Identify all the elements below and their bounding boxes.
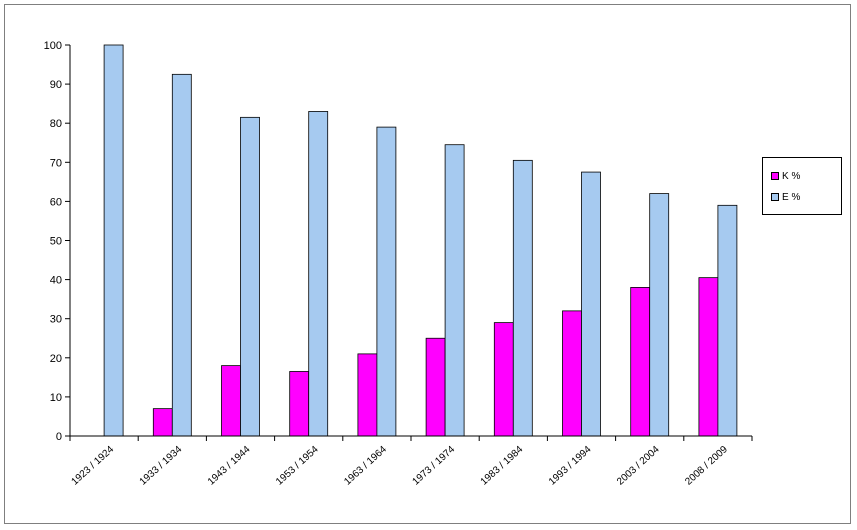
x-category-label: 1983 / 1984 — [479, 444, 526, 488]
chart-frame: 0 10 20 30 40 50 60 70 80 90 100 1923 / 1924 1933 /… — [4, 4, 851, 524]
bar-e — [717, 204, 738, 437]
bar-k — [289, 371, 310, 437]
axes — [69, 45, 753, 441]
x-category-label: 2003 / 2004 — [615, 444, 662, 488]
y-tick-label: 20 — [50, 353, 62, 365]
legend-item-e: E % — [771, 190, 800, 204]
bar-chart: 0 10 20 30 40 50 60 70 80 90 100 1923 / 1924 1933 /… — [44, 40, 753, 488]
bar-k — [357, 353, 378, 437]
bar-e — [308, 111, 329, 437]
x-category-label: 1973 / 1974 — [410, 444, 457, 488]
x-category-label: 1953 / 1954 — [274, 444, 321, 488]
bar-k — [425, 337, 446, 437]
bar-e — [581, 171, 601, 437]
legend-swatch-k — [771, 172, 779, 180]
legend: K % E % — [762, 157, 842, 215]
y-axis-ticks: 0 10 20 30 40 50 60 70 80 90 100 — [44, 40, 70, 443]
y-tick-label: 30 — [50, 314, 62, 326]
x-axis-labels: 1923 / 1924 1933 / 1934 1943 / 1944 1953 / … — [69, 444, 730, 488]
bar-k — [562, 310, 582, 437]
bar-k — [630, 287, 651, 437]
bar-e — [649, 193, 670, 437]
y-tick-label: 100 — [44, 40, 62, 52]
x-category-label: 1963 / 1964 — [342, 444, 389, 488]
x-category-label: 1933 / 1934 — [138, 444, 185, 488]
bar-e — [512, 159, 533, 437]
y-tick-label: 40 — [50, 275, 62, 287]
bar-e — [240, 116, 260, 437]
y-tick-label: 90 — [50, 79, 62, 91]
bar-k — [698, 277, 719, 437]
bar-k — [221, 365, 241, 437]
legend-item-k: K % — [771, 169, 800, 183]
x-category-label: 1943 / 1944 — [206, 444, 253, 488]
y-tick-label: 50 — [50, 236, 62, 248]
y-tick-label: 70 — [50, 157, 62, 169]
x-category-label: 2008 / 2009 — [683, 444, 730, 488]
x-category-label: 1923 / 1924 — [69, 444, 116, 488]
bar-k — [152, 408, 173, 437]
y-tick-label: 80 — [50, 118, 62, 130]
bar-e — [444, 144, 465, 437]
x-category-label: 1993 / 1994 — [547, 444, 594, 488]
bar-k — [493, 322, 514, 437]
legend-swatch-e — [771, 193, 779, 201]
bars — [103, 44, 738, 437]
y-tick-label: 60 — [50, 196, 62, 208]
legend-label-e: E % — [782, 191, 801, 203]
bar-e — [103, 44, 124, 437]
y-tick-label: 10 — [50, 392, 62, 404]
bar-e — [376, 126, 397, 437]
bar-e — [171, 73, 192, 437]
legend-label-k: K % — [782, 170, 801, 182]
y-tick-label: 0 — [56, 431, 62, 443]
